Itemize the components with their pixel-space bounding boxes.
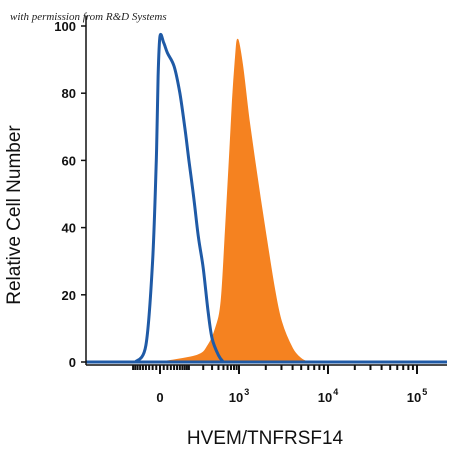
x-tick-label: 104: [318, 387, 338, 405]
outline-histogram-series: [134, 32, 225, 364]
x-tick-label: 105: [407, 387, 427, 405]
filled-histogram-series: [159, 38, 309, 363]
x-axis-title: HVEM/TNFRSF14: [187, 428, 344, 449]
x-tick-label: 103: [229, 387, 249, 405]
y-tick-label: 60: [62, 153, 76, 168]
y-tick-label: 40: [62, 221, 76, 236]
y-tick-label: 100: [54, 19, 76, 34]
y-tick-label: 20: [62, 288, 76, 303]
x-tick-label: 0: [156, 390, 163, 405]
watermark-text: with permission from R&D Systems: [10, 11, 167, 23]
plot-area: [86, 32, 447, 364]
axes: 0 20 40 60 80 100 0 103 104 105: [54, 16, 447, 405]
y-axis-title: Relative Cell Number: [4, 125, 25, 305]
y-tick-label: 0: [69, 355, 76, 370]
y-tick-label: 80: [62, 86, 76, 101]
